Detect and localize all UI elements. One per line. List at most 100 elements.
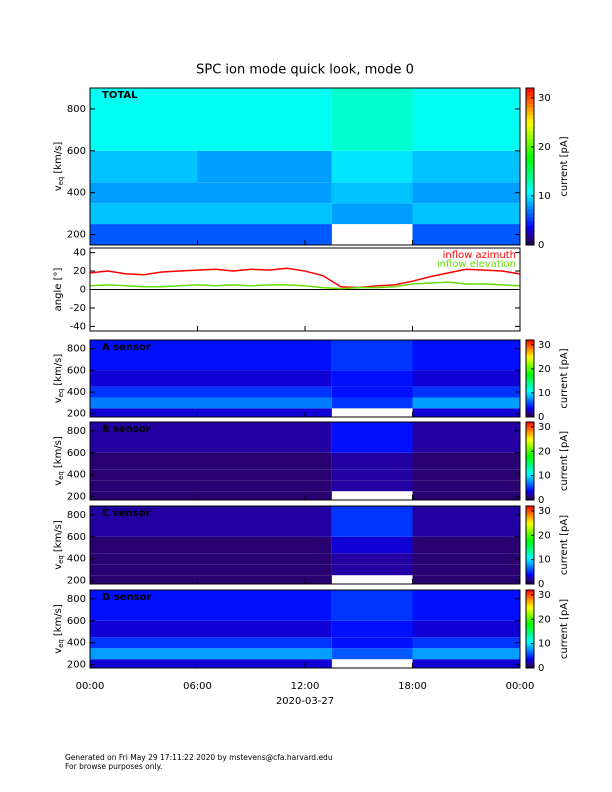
colorbar-swatch	[526, 494, 534, 497]
colorbar-swatch	[526, 422, 534, 425]
heatmap-cell	[197, 386, 332, 398]
colorbar-swatch	[526, 640, 534, 644]
colorbar-tick-label: 30	[538, 506, 551, 517]
colorbar-swatch	[526, 560, 534, 564]
panel-label: B sensor	[102, 424, 151, 435]
colorbar-swatch	[526, 660, 534, 663]
colorbar-swatch	[526, 241, 534, 246]
colorbar-swatch	[526, 386, 534, 389]
colorbar-swatch	[526, 468, 534, 472]
colorbar-swatch	[526, 435, 534, 439]
heatmap-cell	[197, 659, 332, 668]
colorbar-swatch	[526, 513, 534, 517]
heatmap-cell	[197, 506, 332, 537]
colorbar-swatch	[526, 609, 534, 612]
colorbar-swatch	[526, 368, 534, 372]
colorbar-label: current [pA]	[559, 431, 570, 491]
y-axis-label: veq [km/s]	[53, 604, 65, 654]
y-tick-label: 0	[80, 285, 86, 296]
colorbar-swatch	[526, 382, 534, 385]
heatmap-cell	[412, 386, 520, 398]
colorbar-swatch	[526, 562, 534, 565]
heatmap-cell	[331, 564, 413, 576]
colorbar-swatch	[526, 529, 534, 532]
y-axis-label-main: v	[53, 648, 64, 654]
colorbar-swatch	[526, 433, 534, 437]
colorbar-swatch	[526, 201, 534, 207]
colorbar-tick-label: 20	[538, 530, 551, 541]
colorbar-swatch	[526, 347, 534, 351]
y-axis-label: veq [km/s]	[53, 142, 65, 192]
colorbar-swatch	[526, 459, 534, 462]
colorbar-swatch	[526, 411, 534, 414]
colorbar-swatch	[526, 638, 534, 642]
y-tick-label: 600	[67, 616, 86, 627]
heatmap-cell	[412, 88, 520, 151]
colorbar-tick-label: 0	[538, 412, 544, 423]
colorbar-swatch	[526, 119, 534, 124]
y-tick-label: 400	[67, 387, 86, 398]
colorbar-swatch	[526, 135, 534, 140]
colorbar-swatch	[526, 107, 534, 113]
colorbar-swatch	[526, 590, 534, 593]
heatmap-cell	[197, 224, 332, 245]
heatmap-cell	[90, 590, 198, 621]
colorbar-swatch	[526, 366, 534, 370]
colorbar-swatch	[526, 611, 534, 614]
heatmap-cell	[331, 637, 413, 649]
colorbar-swatch	[526, 190, 534, 195]
heatmap-cell	[197, 648, 332, 660]
colorbar-swatch	[526, 213, 534, 219]
y-tick-label: 400	[67, 638, 86, 649]
colorbar-swatch	[526, 478, 534, 481]
colorbar-swatch	[526, 139, 534, 144]
heatmap-cell	[90, 536, 198, 554]
heatmap-cell	[412, 553, 520, 565]
colorbar-swatch	[526, 429, 534, 433]
colorbar-swatch	[526, 349, 534, 353]
colorbar-swatch	[526, 570, 534, 573]
y-axis-label-unit: [km/s]	[53, 604, 64, 636]
heatmap-cell	[331, 553, 413, 565]
colorbar-tick-label: 30	[538, 93, 551, 104]
heatmap-cell	[90, 648, 198, 660]
colorbar-swatch	[526, 162, 534, 167]
heatmap-cell	[90, 386, 198, 398]
heatmap-cell	[197, 203, 332, 225]
colorbar-swatch	[526, 150, 534, 156]
heatmap-cell	[90, 620, 198, 638]
heatmap-cell	[331, 480, 413, 492]
colorbar-swatch	[526, 578, 534, 581]
heatmap-cell	[331, 506, 413, 537]
colorbar-swatch	[526, 370, 534, 374]
y-tick-label: 200	[67, 660, 86, 671]
heatmap-cell	[412, 590, 520, 621]
colorbar-swatch	[526, 603, 534, 607]
panel-label: D sensor	[102, 592, 151, 603]
heatmap-cell	[412, 637, 520, 649]
colorbar-swatch	[526, 550, 534, 554]
colorbar-swatch	[526, 174, 534, 179]
colorbar-swatch	[526, 535, 534, 538]
colorbar-swatch	[526, 476, 534, 480]
heatmap	[90, 590, 520, 668]
heatmap-cell	[90, 182, 198, 204]
panel-label: TOTAL	[102, 90, 138, 101]
colorbar-swatch	[526, 447, 534, 450]
colorbar-swatch	[526, 390, 534, 393]
heatmap-cell	[412, 536, 520, 554]
colorbar-swatch	[526, 170, 534, 175]
colorbar-swatch	[526, 237, 534, 242]
colorbar-swatch	[526, 378, 534, 381]
heatmap	[90, 88, 520, 245]
heatmap-cell	[90, 506, 198, 537]
colorbar-swatch	[526, 664, 534, 667]
colorbar-swatch	[526, 490, 534, 493]
heatmap-cell	[331, 452, 413, 470]
colorbar-swatch	[526, 95, 534, 101]
heatmap-cell	[412, 422, 520, 453]
y-tick-label: 40	[73, 248, 86, 259]
colorbar-swatch	[526, 627, 534, 630]
colorbar-swatch	[526, 617, 534, 620]
heatmap-cell	[412, 659, 520, 668]
